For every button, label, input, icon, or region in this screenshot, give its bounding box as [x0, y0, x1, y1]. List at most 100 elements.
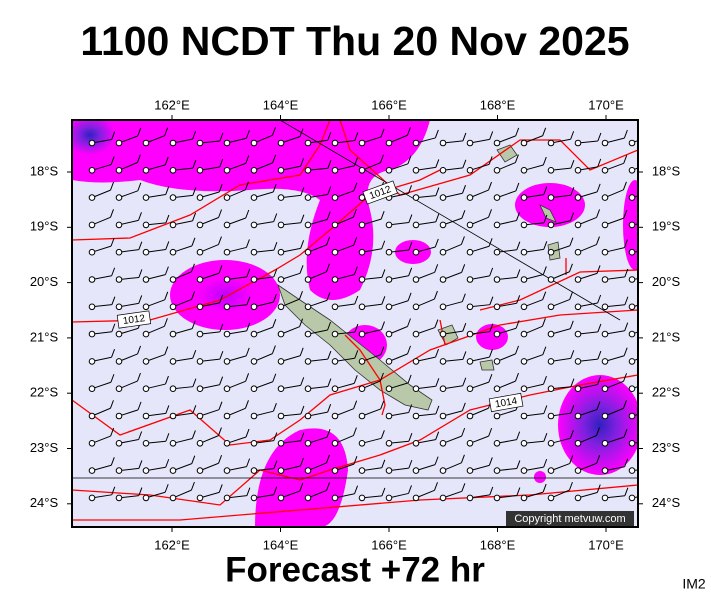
- wind-barb: [169, 291, 196, 311]
- wind-barb: [169, 430, 196, 447]
- barb-shaft: [307, 411, 328, 417]
- station: [358, 248, 366, 256]
- barb-feather: [381, 296, 386, 305]
- station: [412, 358, 420, 365]
- barb-shaft: [577, 302, 598, 308]
- wind-barb: [493, 345, 519, 365]
- barb-shaft: [442, 192, 463, 199]
- station: [304, 248, 312, 256]
- station: [88, 167, 96, 174]
- barb-feather: [460, 454, 465, 464]
- station: [304, 221, 312, 229]
- wind-barb: [412, 456, 439, 474]
- barb-shaft: [307, 462, 327, 472]
- wind-barb: [331, 157, 358, 174]
- barb-shaft: [631, 496, 638, 499]
- wind-barb: [304, 160, 332, 174]
- station: [439, 194, 447, 201]
- wind-barb: [358, 296, 386, 311]
- barb-shaft: [253, 353, 273, 362]
- wind-barb: [196, 209, 223, 229]
- wind-barb: [547, 455, 574, 474]
- station: [196, 139, 204, 147]
- barb-shaft: [361, 303, 382, 308]
- barb-shaft: [469, 407, 489, 417]
- station: [250, 440, 258, 447]
- barb-shaft: [118, 495, 139, 499]
- map-area: 1012 1012 1014 Copyright metvuw.com: [72, 120, 653, 527]
- station: [358, 330, 366, 338]
- station: [601, 440, 609, 447]
- barb-feather: [650, 346, 653, 354]
- station: [331, 385, 339, 393]
- barb-shaft: [496, 409, 517, 417]
- barb-feather: [164, 156, 169, 166]
- barb-feather: [327, 378, 332, 387]
- barb-shaft: [253, 301, 274, 308]
- wind-barb: [466, 296, 494, 311]
- wind-barb: [412, 482, 438, 502]
- station: [628, 194, 636, 201]
- wind-barb: [574, 132, 602, 147]
- wind-barb: [277, 214, 305, 229]
- barb-feather: [327, 350, 332, 360]
- wind-barb: [466, 131, 494, 147]
- lon-label: 168°E: [480, 97, 516, 112]
- barb-shaft: [496, 495, 517, 499]
- wind-barb: [250, 319, 277, 338]
- wind-barb: [412, 213, 440, 229]
- station: [223, 385, 231, 393]
- barb-shaft: [172, 167, 193, 171]
- barb-shaft: [91, 164, 112, 171]
- wind-barb: [223, 209, 250, 229]
- barb-shaft: [91, 139, 112, 144]
- wind-barb: [250, 213, 278, 229]
- barb-shaft: [550, 463, 570, 472]
- barb-feather: [624, 322, 629, 331]
- station: [574, 276, 582, 283]
- barb-feather: [110, 457, 115, 466]
- barb-shaft: [442, 330, 463, 335]
- wind-barb: [628, 494, 638, 502]
- wind-barb: [493, 372, 519, 393]
- barb-shaft: [442, 301, 463, 308]
- barb-feather: [570, 159, 575, 169]
- station: [331, 467, 339, 474]
- isobar-label: 1012: [122, 313, 146, 327]
- barb-shaft: [496, 353, 516, 362]
- wind-barb: [385, 345, 412, 365]
- wind-barb: [169, 481, 195, 502]
- station: [385, 467, 393, 474]
- station: [358, 167, 366, 174]
- barb-feather: [111, 323, 116, 332]
- station: [439, 385, 447, 393]
- barb-shaft: [253, 381, 273, 390]
- wind-barb: [142, 186, 170, 201]
- barb-shaft: [172, 138, 193, 144]
- barb-shaft: [631, 223, 638, 226]
- station: [601, 139, 609, 147]
- barb-feather: [219, 294, 224, 304]
- barb-feather: [543, 405, 548, 414]
- wind-barb: [520, 318, 546, 338]
- station: [358, 440, 366, 447]
- isobar: [344, 334, 386, 416]
- copyright-box: [506, 511, 634, 526]
- wind-barb: [142, 318, 168, 338]
- wind-barb: [142, 241, 170, 256]
- wind-barb: [466, 238, 493, 256]
- barb-feather: [489, 323, 494, 332]
- barb-shaft: [523, 299, 543, 308]
- barb-shaft: [307, 271, 327, 280]
- station: [385, 248, 393, 256]
- barb-feather: [462, 132, 467, 142]
- barb-feather: [623, 400, 627, 409]
- barb-shaft: [388, 440, 409, 444]
- barb-feather: [110, 237, 115, 247]
- wind-barb: [196, 265, 223, 283]
- barb-feather: [489, 296, 494, 305]
- barb-shaft: [118, 409, 139, 417]
- wind-barb: [331, 485, 359, 502]
- station: [466, 221, 474, 229]
